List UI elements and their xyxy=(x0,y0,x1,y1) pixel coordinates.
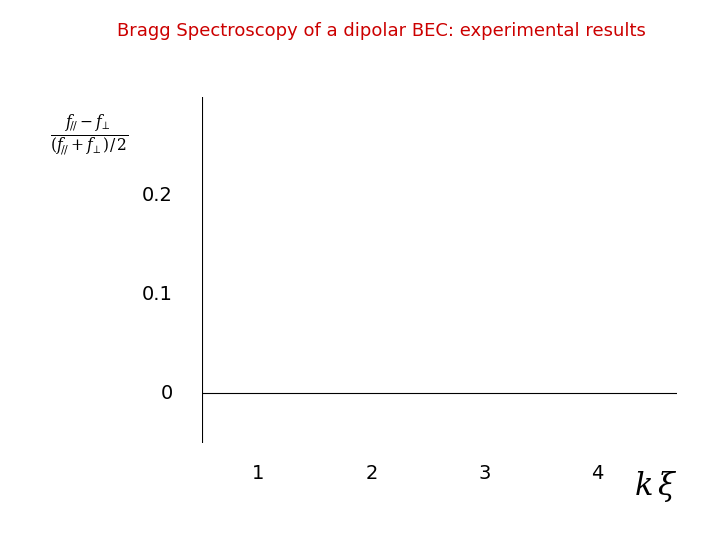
Text: $\frac{f_{\!//} - f_{\!\perp}}{(f_{\!//} + f_{\!\perp})/\,2}$: $\frac{f_{\!//} - f_{\!\perp}}{(f_{\!//}… xyxy=(50,112,129,158)
Text: 0.2: 0.2 xyxy=(142,186,173,205)
Text: 4: 4 xyxy=(591,464,604,483)
Text: Bragg Spectroscopy of a dipolar BEC: experimental results: Bragg Spectroscopy of a dipolar BEC: exp… xyxy=(117,22,646,39)
Text: $k\,\xi$: $k\,\xi$ xyxy=(634,469,677,503)
Text: 3: 3 xyxy=(478,464,490,483)
Text: 0.1: 0.1 xyxy=(142,285,173,304)
Text: 1: 1 xyxy=(252,464,264,483)
Text: 2: 2 xyxy=(365,464,377,483)
Text: 0: 0 xyxy=(161,384,173,403)
